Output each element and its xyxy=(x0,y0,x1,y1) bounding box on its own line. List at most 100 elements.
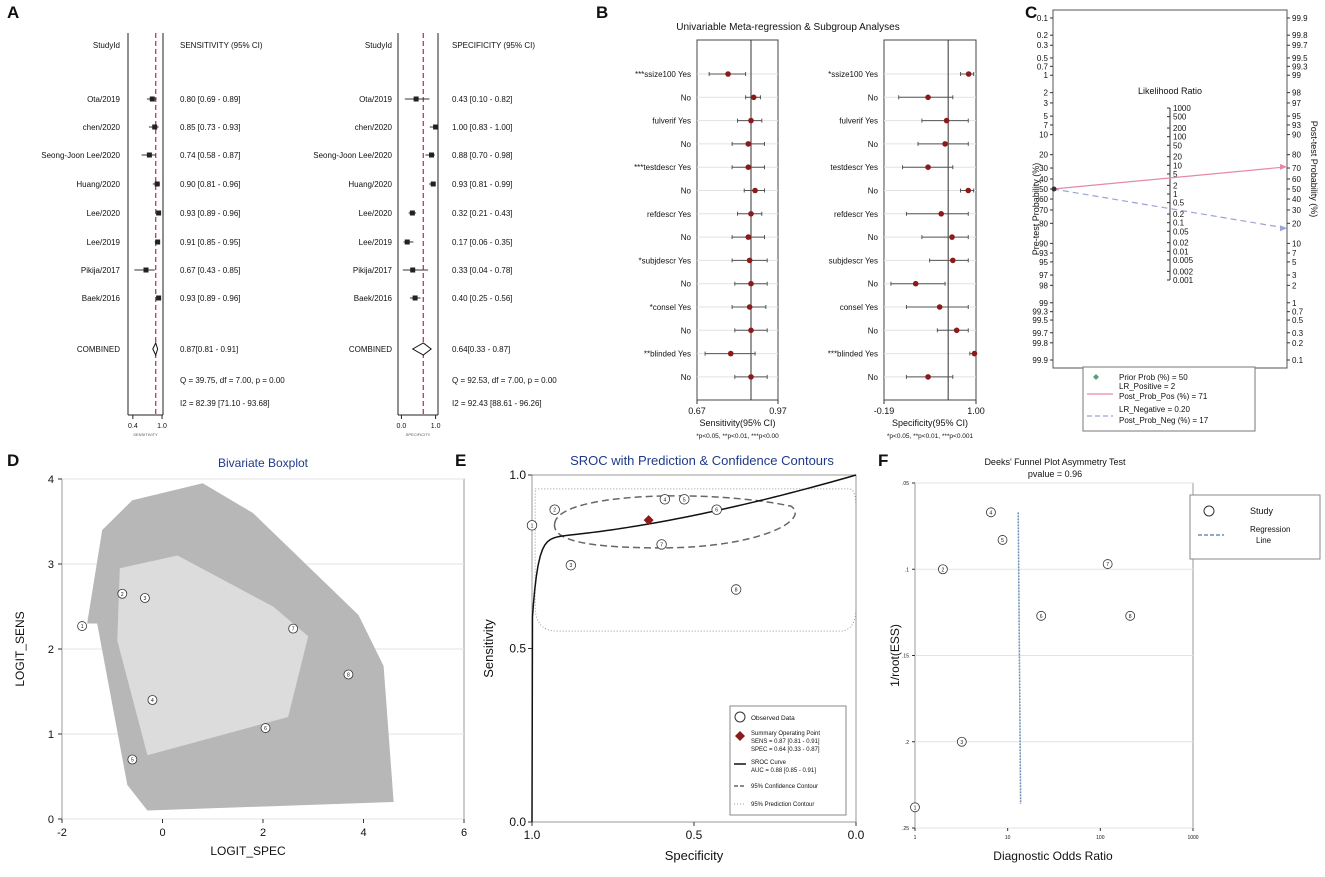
right-tick-label: 40 xyxy=(1292,195,1301,204)
sens-point xyxy=(748,374,754,380)
lr-tick-label: 0.005 xyxy=(1173,256,1194,265)
meta-regression-title: Univariable Meta-regression & Subgroup A… xyxy=(676,22,899,33)
sens-row-label: fulverif Yes xyxy=(652,117,691,126)
right-tick-label: 7 xyxy=(1292,249,1297,258)
boxplot-title: Bivariate Boxplot xyxy=(218,456,309,470)
sens-study-label: Pikija/2017 xyxy=(81,266,121,275)
left-tick-label: 0.2 xyxy=(1037,31,1049,40)
observed-point-number: 1 xyxy=(531,523,534,529)
study-point-number: 8 xyxy=(1129,614,1132,620)
sens-ci-label: 0.91 [0.85 - 0.95] xyxy=(180,238,241,247)
y-tick-label: .1 xyxy=(905,567,909,573)
panel-letter-f: F xyxy=(878,451,889,470)
spec-row-label: ***blinded Yes xyxy=(828,350,878,359)
study-point xyxy=(260,723,271,733)
legend-prior-marker xyxy=(1093,374,1099,380)
spec-point xyxy=(943,117,950,124)
legend-observed-label: Observed Data xyxy=(751,715,795,722)
spec-ci-label: 0.33 [0.04 - 0.78] xyxy=(452,266,513,275)
legend-confidence-label: 95% Confidence Contour xyxy=(751,784,818,790)
left-tick-label: 40 xyxy=(1039,175,1048,184)
right-tick-label: 93 xyxy=(1292,121,1301,130)
right-tick-label: 70 xyxy=(1292,164,1301,173)
sens-ci-label: 0.80 [0.69 - 0.89] xyxy=(180,95,241,104)
left-tick-label: 99.9 xyxy=(1032,356,1048,365)
spec-row-label: consel Yes xyxy=(840,303,878,312)
study-point xyxy=(956,736,967,747)
spec-row-label: testdescr Yes xyxy=(830,163,878,172)
spec-tick-label: 1.0 xyxy=(431,423,441,430)
study-point xyxy=(937,564,948,575)
left-tick-label: 10 xyxy=(1039,131,1048,140)
spec-point xyxy=(971,350,978,357)
spec-point xyxy=(413,96,419,102)
spec-point xyxy=(950,257,956,264)
legend-study-marker xyxy=(1203,505,1215,517)
spec-ci-label: 0.88 [0.70 - 0.98] xyxy=(452,151,513,160)
observed-point xyxy=(711,504,722,515)
y-tick-label: .15 xyxy=(902,654,909,660)
legend-pos-post: Post_Prob_Pos (%) = 71 xyxy=(1119,392,1208,401)
spec-point xyxy=(942,141,948,147)
left-tick-label: 5 xyxy=(1044,112,1049,121)
x-tick-label: 1.0 xyxy=(524,828,541,842)
right-tick-label: 0.3 xyxy=(1292,329,1304,338)
spec-point xyxy=(936,304,943,310)
study-point-number: 3 xyxy=(144,596,147,602)
lr-tick-label: 1000 xyxy=(1173,104,1191,113)
sens-point xyxy=(154,181,160,187)
spec-ci-label: 0.17 [0.06 - 0.35] xyxy=(452,238,513,247)
spec-x-label: SPECIFICITY xyxy=(406,432,431,437)
summary-operating-point xyxy=(643,515,654,526)
y-tick-label: .2 xyxy=(905,740,909,746)
study-point xyxy=(986,507,996,518)
sens-point xyxy=(748,280,754,287)
left-tick-label: 0.5 xyxy=(1037,54,1049,63)
spec-row-label: subjdescr Yes xyxy=(829,256,878,265)
legend-observed-marker xyxy=(734,711,746,723)
sens-row-label: No xyxy=(681,280,692,289)
lr-positive-arrow xyxy=(1280,163,1287,170)
right-tick-label: 99.5 xyxy=(1292,54,1308,63)
sens-q-stat: Q = 39.75, df = 7.00, p = 0.00 xyxy=(180,376,285,385)
right-tick-label: 95 xyxy=(1292,112,1301,121)
sens-ci-label: 0.67 [0.43 - 0.85] xyxy=(180,266,241,275)
sens-study-header: StudyId xyxy=(93,41,120,50)
sens-study-label: Ota/2019 xyxy=(87,95,120,104)
study-point-number: 1 xyxy=(914,805,917,811)
sens-combined-diamond xyxy=(152,341,159,357)
spec-point xyxy=(949,234,955,240)
study-point-number: 6 xyxy=(1040,614,1043,620)
sens-point xyxy=(748,117,754,124)
spec-row-label: No xyxy=(868,187,879,196)
spec-row-label: No xyxy=(868,373,879,382)
right-tick-label: 99.7 xyxy=(1292,41,1308,50)
sens-study-label: Lee/2019 xyxy=(87,238,121,247)
observed-point-number: 2 xyxy=(553,508,556,514)
left-tick-label: 0.7 xyxy=(1037,62,1049,71)
legend-summary-sens: SENS = 0.87 [0.81 - 0.91] xyxy=(751,739,820,745)
left-tick-label: 1 xyxy=(1044,71,1049,80)
right-tick-label: 1 xyxy=(1292,299,1297,308)
study-point xyxy=(997,535,1008,545)
observed-point xyxy=(565,560,577,571)
study-point-number: 2 xyxy=(942,567,945,573)
legend-regression-line-label: Line xyxy=(1256,536,1272,545)
observed-point xyxy=(679,494,690,505)
sens-tick-label: 0.4 xyxy=(128,423,138,430)
forest-plot-panel: StudyId SENSITIVITY (95% CI) Ota/2019 0.80 … xyxy=(41,33,557,437)
left-tick-label: 98 xyxy=(1039,281,1048,290)
spec-row-label: No xyxy=(868,93,879,102)
study-point-number: 7 xyxy=(1106,562,1109,568)
lr-tick-label: 0.2 xyxy=(1173,210,1185,219)
sens-ci-label: 0.74 [0.58 - 0.87] xyxy=(180,151,241,160)
sens-point xyxy=(727,350,734,357)
spec-ci-label: 0.32 [0.21 - 0.43] xyxy=(452,209,513,218)
spec-point xyxy=(953,327,960,334)
right-tick-label: 99.3 xyxy=(1292,62,1308,71)
sroc-panel: 0.0 0.5 1.0 1.0 0.5 0.0 1 2 3 4 5 6 7 8 SROC with Pred… xyxy=(481,453,865,863)
prior-point xyxy=(1051,186,1057,192)
right-tick-label: 99.9 xyxy=(1292,14,1308,23)
spec-point xyxy=(412,295,418,301)
spec-point xyxy=(433,124,439,130)
